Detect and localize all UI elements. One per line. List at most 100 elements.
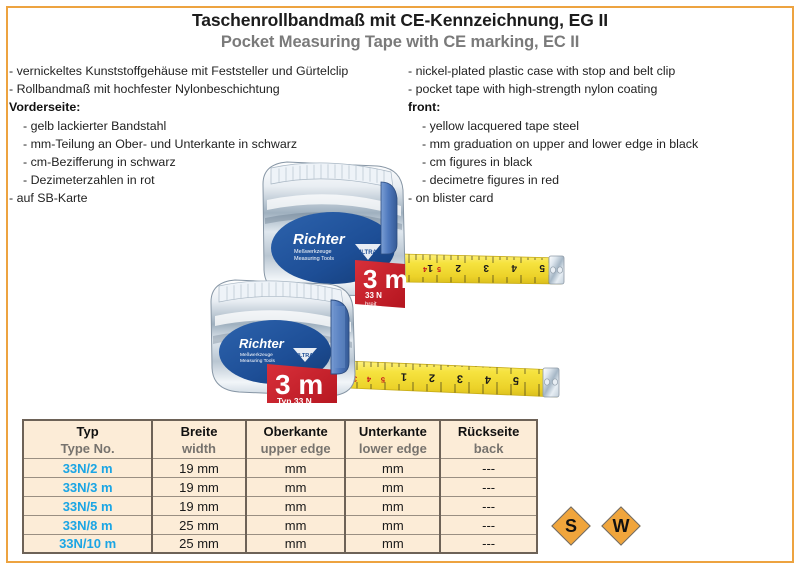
svg-text:4: 4 — [484, 373, 491, 385]
svg-text:1: 1 — [427, 262, 433, 273]
table-cell-width: 25 mm — [151, 515, 247, 535]
svg-text:3: 3 — [483, 262, 489, 273]
svg-text:5: 5 — [539, 262, 545, 273]
svg-text:2: 2 — [429, 371, 436, 383]
table-row: 33N/10 m 25 mm mm mm --- — [23, 534, 537, 553]
feature-en-2: front: — [408, 100, 441, 115]
table-cell-upper: mm — [244, 534, 347, 553]
svg-text:3 m: 3 m — [275, 369, 323, 400]
table-cell-type: 33N/3 m — [23, 477, 154, 497]
feature-list-german: - vernickeltes Kunststoffgehäuse mit Fes… — [9, 62, 399, 208]
feature-de-7: - auf SB-Karte — [9, 191, 88, 206]
table-cell-back: --- — [439, 458, 537, 478]
front-tape-blade: 5 4 3 2 1 5 4 3 — [347, 360, 560, 398]
feature-de-0: - vernickeltes Kunststoffgehäuse mit Fes… — [9, 64, 349, 78]
table-row: 33N/3 m 19 mm mm mm --- — [23, 477, 537, 497]
table-row: 33N/5 m 19 mm mm mm --- — [23, 496, 537, 516]
feature-de-1: - Rollbandmaß mit hochfester Nylonbeschi… — [9, 82, 280, 97]
svg-text:3: 3 — [457, 372, 464, 384]
feature-de-3: - gelb lackierter Bandstahl — [23, 118, 167, 133]
svg-text:5: 5 — [381, 375, 385, 384]
svg-text:5: 5 — [513, 374, 520, 386]
svg-text:4: 4 — [366, 375, 371, 384]
table-cell-upper: mm — [244, 458, 347, 478]
feature-en-4: - mm graduation on upper and lower edge … — [422, 136, 699, 151]
table-row: 33N/2 m 19 mm mm mm --- — [23, 458, 537, 478]
page-title-german: Taschenrollbandmaß mit CE-Kennzeichnung,… — [191, 10, 609, 30]
table-cell-back: --- — [439, 515, 537, 535]
table-header-de-0: Typ — [23, 420, 154, 439]
feature-de-5: - cm-Bezifferung in schwarz — [23, 155, 176, 170]
table-cell-upper: mm — [244, 496, 347, 516]
table-header-en-3: lower edge — [344, 439, 442, 459]
table-cell-type: 33N/8 m — [23, 515, 154, 535]
feature-en-6: - decimetre figures in red — [422, 173, 560, 188]
specification-table: Typ Breite Oberkante Unterkante Rückseite Typ… — [22, 419, 538, 554]
table-cell-upper: mm — [244, 515, 347, 535]
svg-text:Meßwerkzeuge: Meßwerkzeuge — [294, 249, 332, 255]
svg-text:1: 1 — [401, 370, 408, 382]
table-cell-type: 33N/10 m — [23, 534, 154, 553]
table-cell-back: --- — [439, 534, 537, 553]
feature-de-4: - mm-Teilung an Ober- und Unterkante in … — [23, 136, 298, 151]
svg-text:Richter: Richter — [293, 231, 346, 248]
table-header-row-german: Typ Breite Oberkante Unterkante Rückseite — [23, 420, 537, 439]
svg-text:breit: breit — [365, 302, 377, 308]
svg-text:ULTRA: ULTRA — [357, 250, 378, 256]
table-cell-width: 25 mm — [151, 534, 247, 553]
feature-en-1: - pocket tape with high-strength nylon c… — [408, 82, 658, 97]
table-header-de-4: Rückseite — [439, 420, 537, 439]
page-title-english: Pocket Measuring Tape with CE marking, E… — [220, 33, 580, 51]
table-cell-lower: mm — [344, 477, 442, 497]
svg-text:3 m: 3 m — [363, 264, 408, 294]
feature-list-english: - nickel-plated plastic case with stop a… — [408, 62, 793, 208]
rear-brand-text: Richter Meßwerkzeuge Measuring Tools — [293, 231, 346, 262]
feature-en-7: - on blister card — [408, 191, 494, 206]
table-cell-lower: mm — [344, 458, 442, 478]
svg-text:Meßwerkzeuge: Meßwerkzeuge — [240, 352, 273, 358]
table-cell-width: 19 mm — [151, 496, 247, 516]
product-photo: 5 4 3 2 1 5 4 — [205, 148, 565, 403]
svg-text:4: 4 — [423, 265, 427, 272]
feature-en-5: - cm figures in black — [422, 155, 533, 170]
table-cell-lower: mm — [344, 496, 442, 516]
svg-text:Typ 33 N: Typ 33 N — [277, 396, 312, 403]
table-header-en-2: upper edge — [244, 439, 347, 459]
table-cell-width: 19 mm — [151, 477, 247, 497]
table-header-de-2: Oberkante — [244, 420, 347, 439]
table-header-en-4: back — [439, 439, 537, 459]
table-cell-back: --- — [439, 496, 537, 516]
table-cell-type: 33N/2 m — [23, 458, 154, 478]
feature-de-2: Vorderseite: — [9, 100, 81, 115]
svg-text:5: 5 — [437, 265, 441, 272]
table-cell-type: 33N/5 m — [23, 496, 154, 516]
table-cell-back: --- — [439, 477, 537, 497]
svg-text:33 N: 33 N — [365, 291, 382, 300]
table-header-en-0: Type No. — [23, 439, 154, 459]
rear-tape-body: 5 4 3 2 1 5 4 — [262, 161, 565, 308]
svg-text:Measuring Tools: Measuring Tools — [294, 256, 334, 262]
badge-letter: S — [564, 515, 577, 536]
badge-letter: W — [612, 515, 630, 536]
page-title-block: Taschenrollbandmaß mit CE-Kennzeichnung,… — [0, 9, 800, 53]
front-tape-body: 5 4 3 2 1 5 4 3 — [210, 279, 560, 403]
front-brand-text: Richter Meßwerkzeuge Measuring Tools — [239, 336, 285, 364]
table-header-row-english: Type No. width upper edge lower edge back — [23, 439, 537, 459]
table-header-de-3: Unterkante — [344, 420, 442, 439]
table-cell-lower: mm — [344, 515, 442, 535]
table-cell-width: 19 mm — [151, 458, 247, 478]
table-row: 33N/8 m 25 mm mm mm --- — [23, 515, 537, 535]
feature-en-3: - yellow lacquered tape steel — [422, 118, 580, 133]
badge-s-icon: S — [551, 506, 591, 546]
feature-en-0: - nickel-plated plastic case with stop a… — [408, 64, 676, 78]
rear-tape-blade: 5 4 3 2 1 5 4 — [400, 253, 565, 285]
table-header-en-1: width — [151, 439, 247, 459]
badge-w-icon: W — [601, 506, 641, 546]
svg-text:Richter: Richter — [239, 336, 285, 351]
feature-de-6: - Dezimeterzahlen in rot — [23, 173, 155, 188]
svg-text:Measuring Tools: Measuring Tools — [240, 358, 275, 364]
table-cell-upper: mm — [244, 477, 347, 497]
svg-text:4: 4 — [511, 262, 517, 273]
